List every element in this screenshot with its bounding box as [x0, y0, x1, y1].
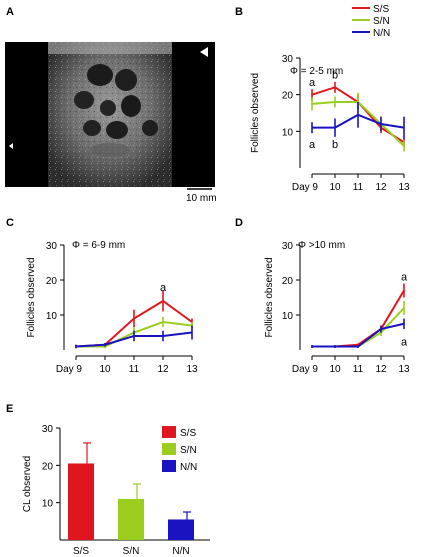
significance-letter: a: [309, 139, 316, 151]
bar-ss: [68, 463, 94, 540]
panel-letter-d: D: [235, 217, 243, 229]
x-tick-label: 10: [99, 364, 111, 375]
y-tick-label: 10: [282, 127, 294, 138]
legend-label-nn: N/N: [180, 462, 197, 473]
x-tick-label: 10: [329, 364, 341, 375]
chart-d-large-follicles: 10 20 30 Day 9 10 11 12 13 Follicles observed Φ >…: [264, 240, 410, 375]
x-tick-label: Day 9: [56, 364, 83, 375]
x-tick-label: 13: [398, 182, 410, 193]
x-tick-label: Day 9: [292, 182, 319, 193]
x-tick-label: S/S: [73, 546, 89, 557]
x-tick-label: 11: [353, 182, 364, 193]
y-tick-label: 30: [282, 241, 294, 252]
panel-letter-a: A: [6, 6, 14, 18]
size-annotation: Φ = 2-5 mm: [290, 66, 343, 77]
y-tick-label: 10: [46, 311, 58, 322]
y-tick-label: 30: [42, 424, 54, 435]
y-tick-label: 30: [46, 241, 58, 252]
legend-label-nn: N/N: [373, 28, 390, 39]
y-axis-label: Follicles observed: [264, 257, 275, 337]
legend-swatch-ss: [162, 426, 176, 438]
x-tick-label: 12: [157, 364, 169, 375]
x-tick-label: 11: [353, 364, 364, 375]
y-axis-label: CL observed: [22, 456, 33, 512]
legend-label-ss: S/S: [180, 428, 196, 439]
y-tick-label: 10: [42, 499, 54, 510]
chart-b-small-follicles: 10 20 30 Day 9 10 11 12 13 Follicles observed Φ =…: [250, 54, 410, 193]
line-chart-legend: S/S S/N N/N: [352, 4, 390, 39]
x-tick-label: 10: [329, 182, 341, 193]
legend-label-sn: S/N: [180, 445, 197, 456]
significance-letter: a: [401, 272, 408, 284]
significance-letter: b: [332, 70, 338, 82]
scale-bar-label: 10 mm: [186, 193, 217, 204]
x-tick-label: S/N: [123, 546, 140, 557]
y-tick-label: 30: [282, 54, 294, 65]
panel-letter-c: C: [6, 217, 14, 229]
legend-swatch-sn: [162, 443, 176, 455]
series-line-ss: [312, 289, 405, 348]
y-tick-label: 10: [282, 311, 294, 322]
y-tick-label: 20: [282, 91, 294, 102]
x-tick-label: 13: [186, 364, 198, 375]
significance-letter: b: [332, 139, 338, 151]
significance-letter: a: [309, 77, 316, 89]
ultrasound-ovary-image: [5, 42, 215, 187]
size-annotation: Φ = 6-9 mm: [72, 240, 125, 251]
panel-letter-e: E: [6, 403, 13, 415]
bar-sn: [118, 498, 144, 540]
legend-label-ss: S/S: [373, 4, 389, 15]
x-tick-label: 13: [398, 364, 410, 375]
panel-letter-b: B: [235, 6, 243, 18]
chart-c-medium-follicles: 10 20 30 Day 9 10 11 12 13 Follicles observed Φ =…: [26, 240, 198, 375]
x-tick-label: 12: [375, 364, 387, 375]
x-tick-label: N/N: [172, 546, 189, 557]
y-axis-label: Follicles observed: [250, 73, 261, 153]
chart-e-cl-bar: 10 20 30 CL observed S/S S/N N/N S/S S/N N/N: [22, 424, 210, 557]
y-axis-label: Follicles observed: [26, 257, 37, 337]
series-line-nn: [312, 322, 405, 348]
significance-letter: a: [401, 336, 408, 348]
y-tick-label: 20: [46, 276, 58, 287]
x-tick-label: 11: [129, 364, 140, 375]
legend-swatch-nn: [162, 460, 176, 472]
y-tick-label: 20: [42, 461, 54, 472]
size-annotation: Φ >10 mm: [298, 240, 345, 251]
x-tick-label: 12: [375, 182, 387, 193]
x-tick-label: Day 9: [292, 364, 319, 375]
significance-letter: a: [160, 282, 167, 294]
legend-label-sn: S/N: [373, 16, 390, 27]
bar-nn: [168, 519, 194, 540]
y-tick-label: 20: [282, 276, 294, 287]
